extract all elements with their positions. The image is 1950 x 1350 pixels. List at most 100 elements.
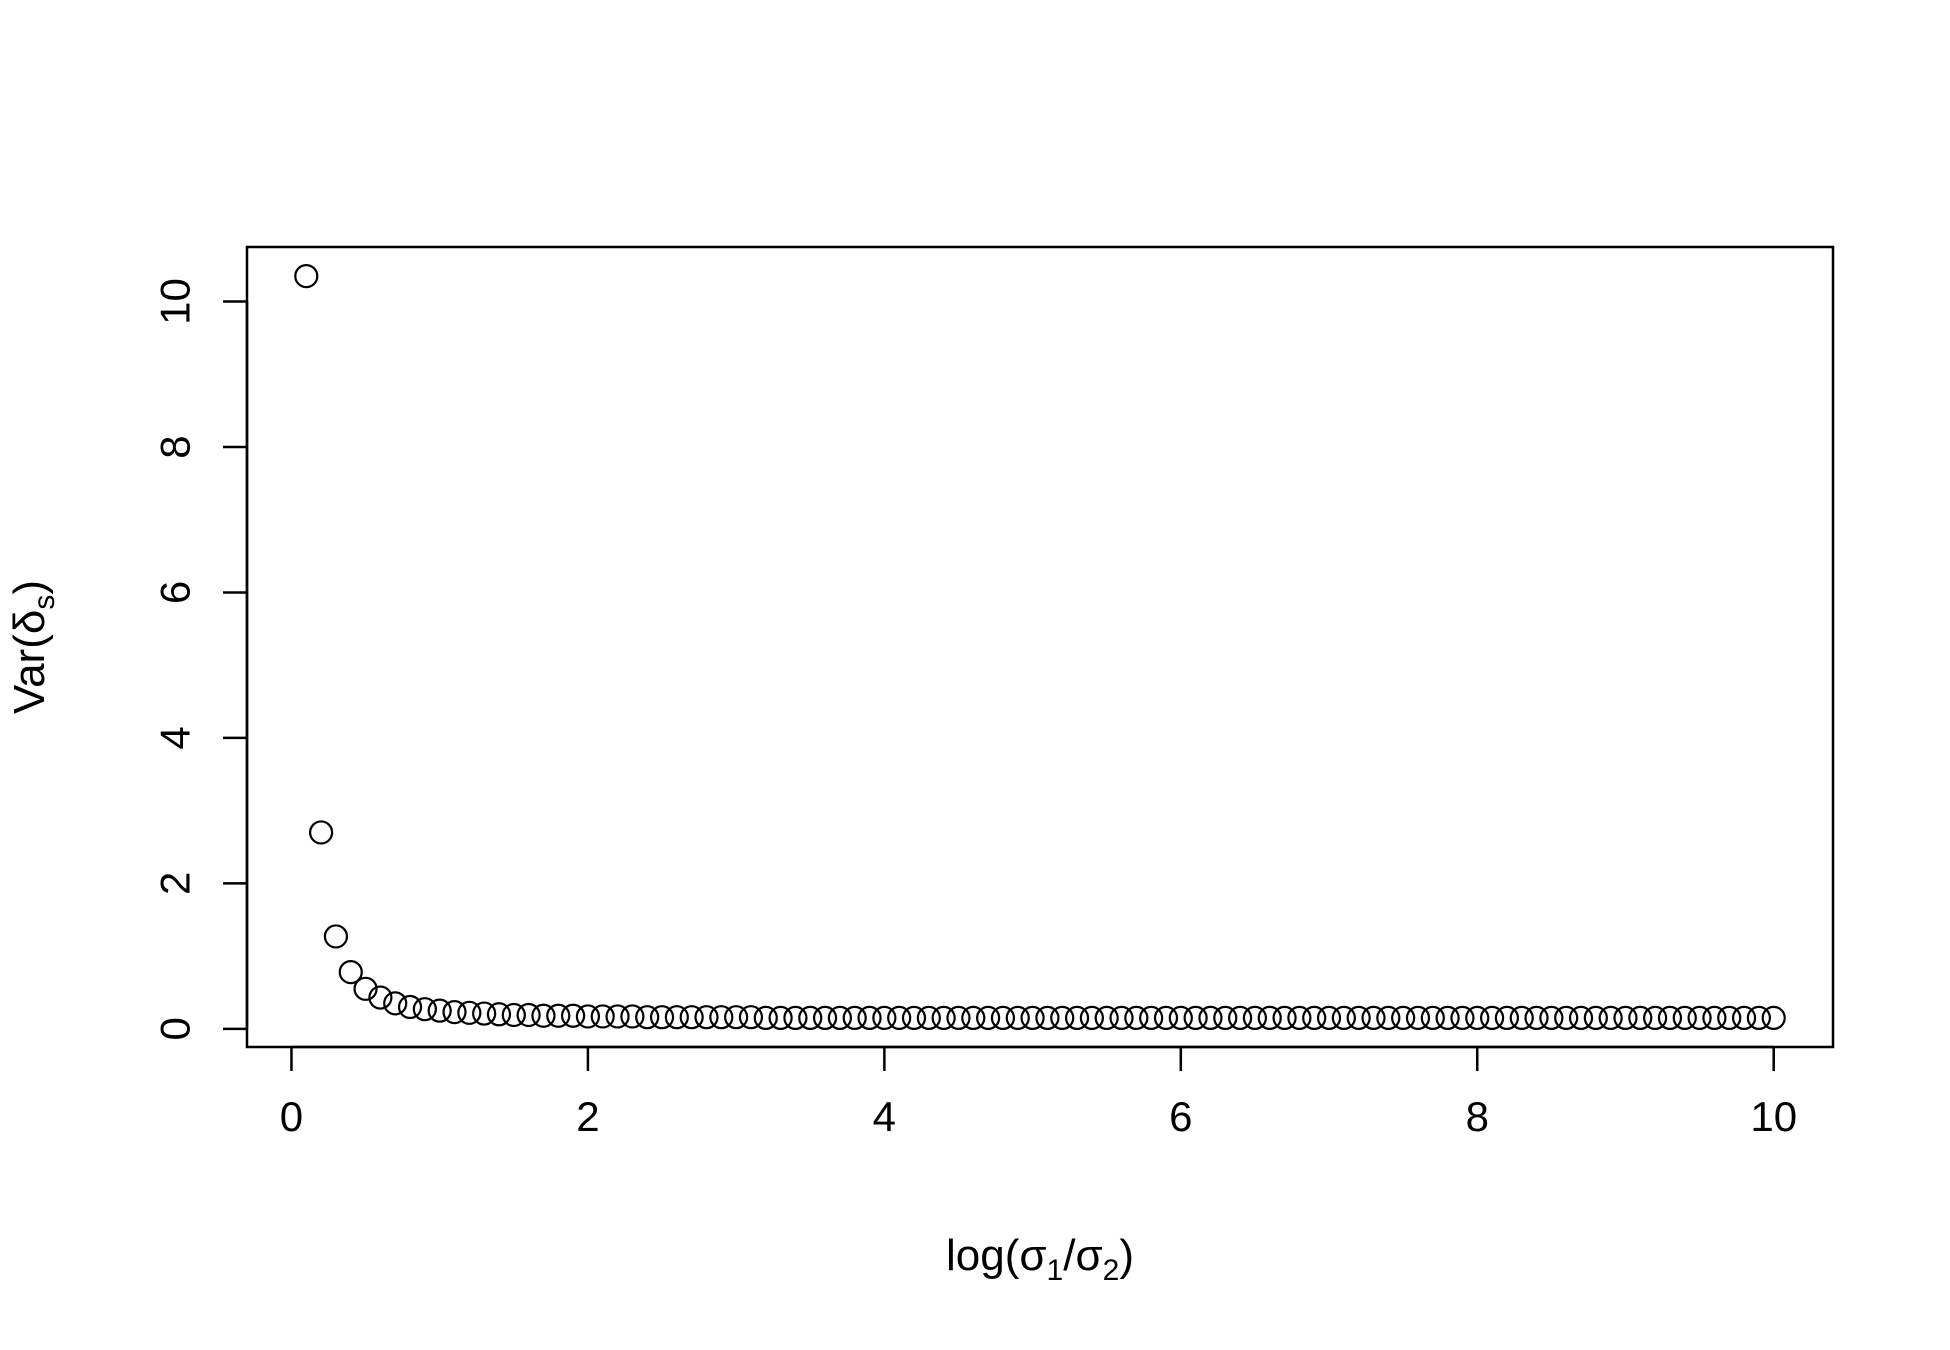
data-point bbox=[1316, 1005, 1342, 1031]
data-point bbox=[901, 1005, 927, 1031]
data-point bbox=[931, 1005, 956, 1031]
data-point bbox=[827, 1005, 852, 1031]
data-point bbox=[1539, 1005, 1564, 1031]
data-point bbox=[738, 1005, 764, 1030]
data-point bbox=[1346, 1005, 1371, 1031]
y-tick-label: 8 bbox=[152, 435, 199, 458]
data-point bbox=[649, 1005, 675, 1030]
data-point bbox=[1361, 1005, 1386, 1031]
data-point bbox=[1079, 1005, 1104, 1031]
data-point bbox=[575, 1004, 601, 1029]
data-point bbox=[368, 985, 393, 1010]
data-point bbox=[916, 1005, 941, 1031]
data-point bbox=[516, 1002, 541, 1028]
data-point bbox=[531, 1003, 556, 1028]
data-point bbox=[635, 1005, 660, 1030]
data-point bbox=[1643, 1005, 1668, 1031]
data-point bbox=[412, 997, 437, 1022]
x-tick-label: 10 bbox=[1750, 1093, 1797, 1140]
data-point bbox=[857, 1005, 882, 1031]
data-point bbox=[872, 1005, 897, 1031]
data-point bbox=[1672, 1005, 1697, 1031]
data-point bbox=[1242, 1005, 1268, 1031]
data-point bbox=[383, 991, 408, 1016]
data-point bbox=[753, 1005, 778, 1031]
data-point bbox=[1124, 1005, 1149, 1031]
data-point bbox=[1183, 1005, 1208, 1031]
data-point bbox=[1420, 1005, 1445, 1031]
data-point bbox=[961, 1005, 986, 1031]
data-point bbox=[472, 1001, 497, 1026]
y-axis: 0 2 4 6 8 10 bbox=[152, 278, 249, 1040]
data-point bbox=[1213, 1005, 1238, 1031]
data-point bbox=[457, 1000, 482, 1025]
data-point bbox=[1005, 1005, 1030, 1031]
data-point bbox=[1524, 1005, 1549, 1031]
data-point bbox=[1554, 1005, 1579, 1031]
data-point bbox=[709, 1005, 734, 1030]
data-point bbox=[1450, 1005, 1475, 1031]
data-point bbox=[1302, 1005, 1327, 1031]
data-point bbox=[1391, 1005, 1416, 1031]
data-point bbox=[501, 1002, 526, 1028]
x-tick-label: 2 bbox=[576, 1093, 599, 1140]
data-point bbox=[1657, 1005, 1683, 1031]
data-point bbox=[842, 1005, 867, 1031]
data-point bbox=[1331, 1005, 1356, 1031]
data-point bbox=[1050, 1005, 1075, 1031]
data-point bbox=[1465, 1005, 1490, 1031]
data-point bbox=[976, 1005, 1001, 1031]
data-point bbox=[1731, 1005, 1757, 1031]
y-tick-label: 2 bbox=[152, 872, 199, 895]
data-point bbox=[783, 1005, 808, 1031]
data-point bbox=[1198, 1005, 1223, 1031]
data-point bbox=[1287, 1005, 1312, 1031]
data-point bbox=[427, 998, 452, 1023]
data-points bbox=[294, 263, 1786, 1031]
data-point bbox=[338, 959, 363, 985]
data-point bbox=[1717, 1005, 1742, 1031]
data-point bbox=[1479, 1005, 1505, 1031]
x-tick-label: 8 bbox=[1466, 1093, 1489, 1140]
data-point bbox=[1109, 1005, 1134, 1031]
data-point bbox=[1272, 1005, 1297, 1031]
data-point bbox=[1702, 1005, 1727, 1031]
data-point bbox=[1228, 1005, 1253, 1031]
data-point bbox=[946, 1005, 971, 1031]
data-point bbox=[546, 1003, 571, 1028]
x-tick-label: 6 bbox=[1169, 1093, 1192, 1140]
data-point bbox=[397, 994, 423, 1020]
data-point bbox=[309, 820, 334, 845]
data-point bbox=[442, 999, 467, 1025]
data-point bbox=[1035, 1005, 1060, 1031]
data-point bbox=[1094, 1005, 1119, 1031]
data-point bbox=[887, 1005, 912, 1031]
data-point bbox=[1494, 1005, 1520, 1031]
data-point bbox=[1435, 1005, 1460, 1031]
data-point bbox=[1746, 1005, 1771, 1031]
data-point bbox=[560, 1003, 586, 1028]
x-tick-label: 0 bbox=[280, 1093, 303, 1140]
data-point bbox=[1257, 1005, 1282, 1031]
data-point bbox=[323, 924, 349, 949]
data-point bbox=[620, 1004, 645, 1029]
data-point bbox=[1568, 1005, 1594, 1031]
x-axis: 0 2 4 6 8 10 bbox=[280, 1045, 1797, 1140]
data-point bbox=[679, 1005, 704, 1030]
data-point bbox=[1064, 1005, 1090, 1031]
data-point bbox=[768, 1005, 793, 1031]
x-axis-title: log(σ1/σ2) bbox=[946, 1231, 1134, 1287]
data-point bbox=[664, 1005, 689, 1030]
data-point bbox=[1761, 1005, 1786, 1031]
data-point bbox=[1405, 1005, 1431, 1031]
data-point bbox=[990, 1005, 1016, 1031]
data-point bbox=[1598, 1005, 1623, 1031]
data-point bbox=[486, 1002, 512, 1027]
data-point bbox=[1687, 1005, 1712, 1031]
data-point bbox=[1628, 1005, 1653, 1031]
y-tick-label: 6 bbox=[152, 581, 199, 604]
data-point bbox=[294, 263, 319, 289]
data-point bbox=[812, 1005, 838, 1031]
data-point bbox=[1583, 1005, 1608, 1031]
